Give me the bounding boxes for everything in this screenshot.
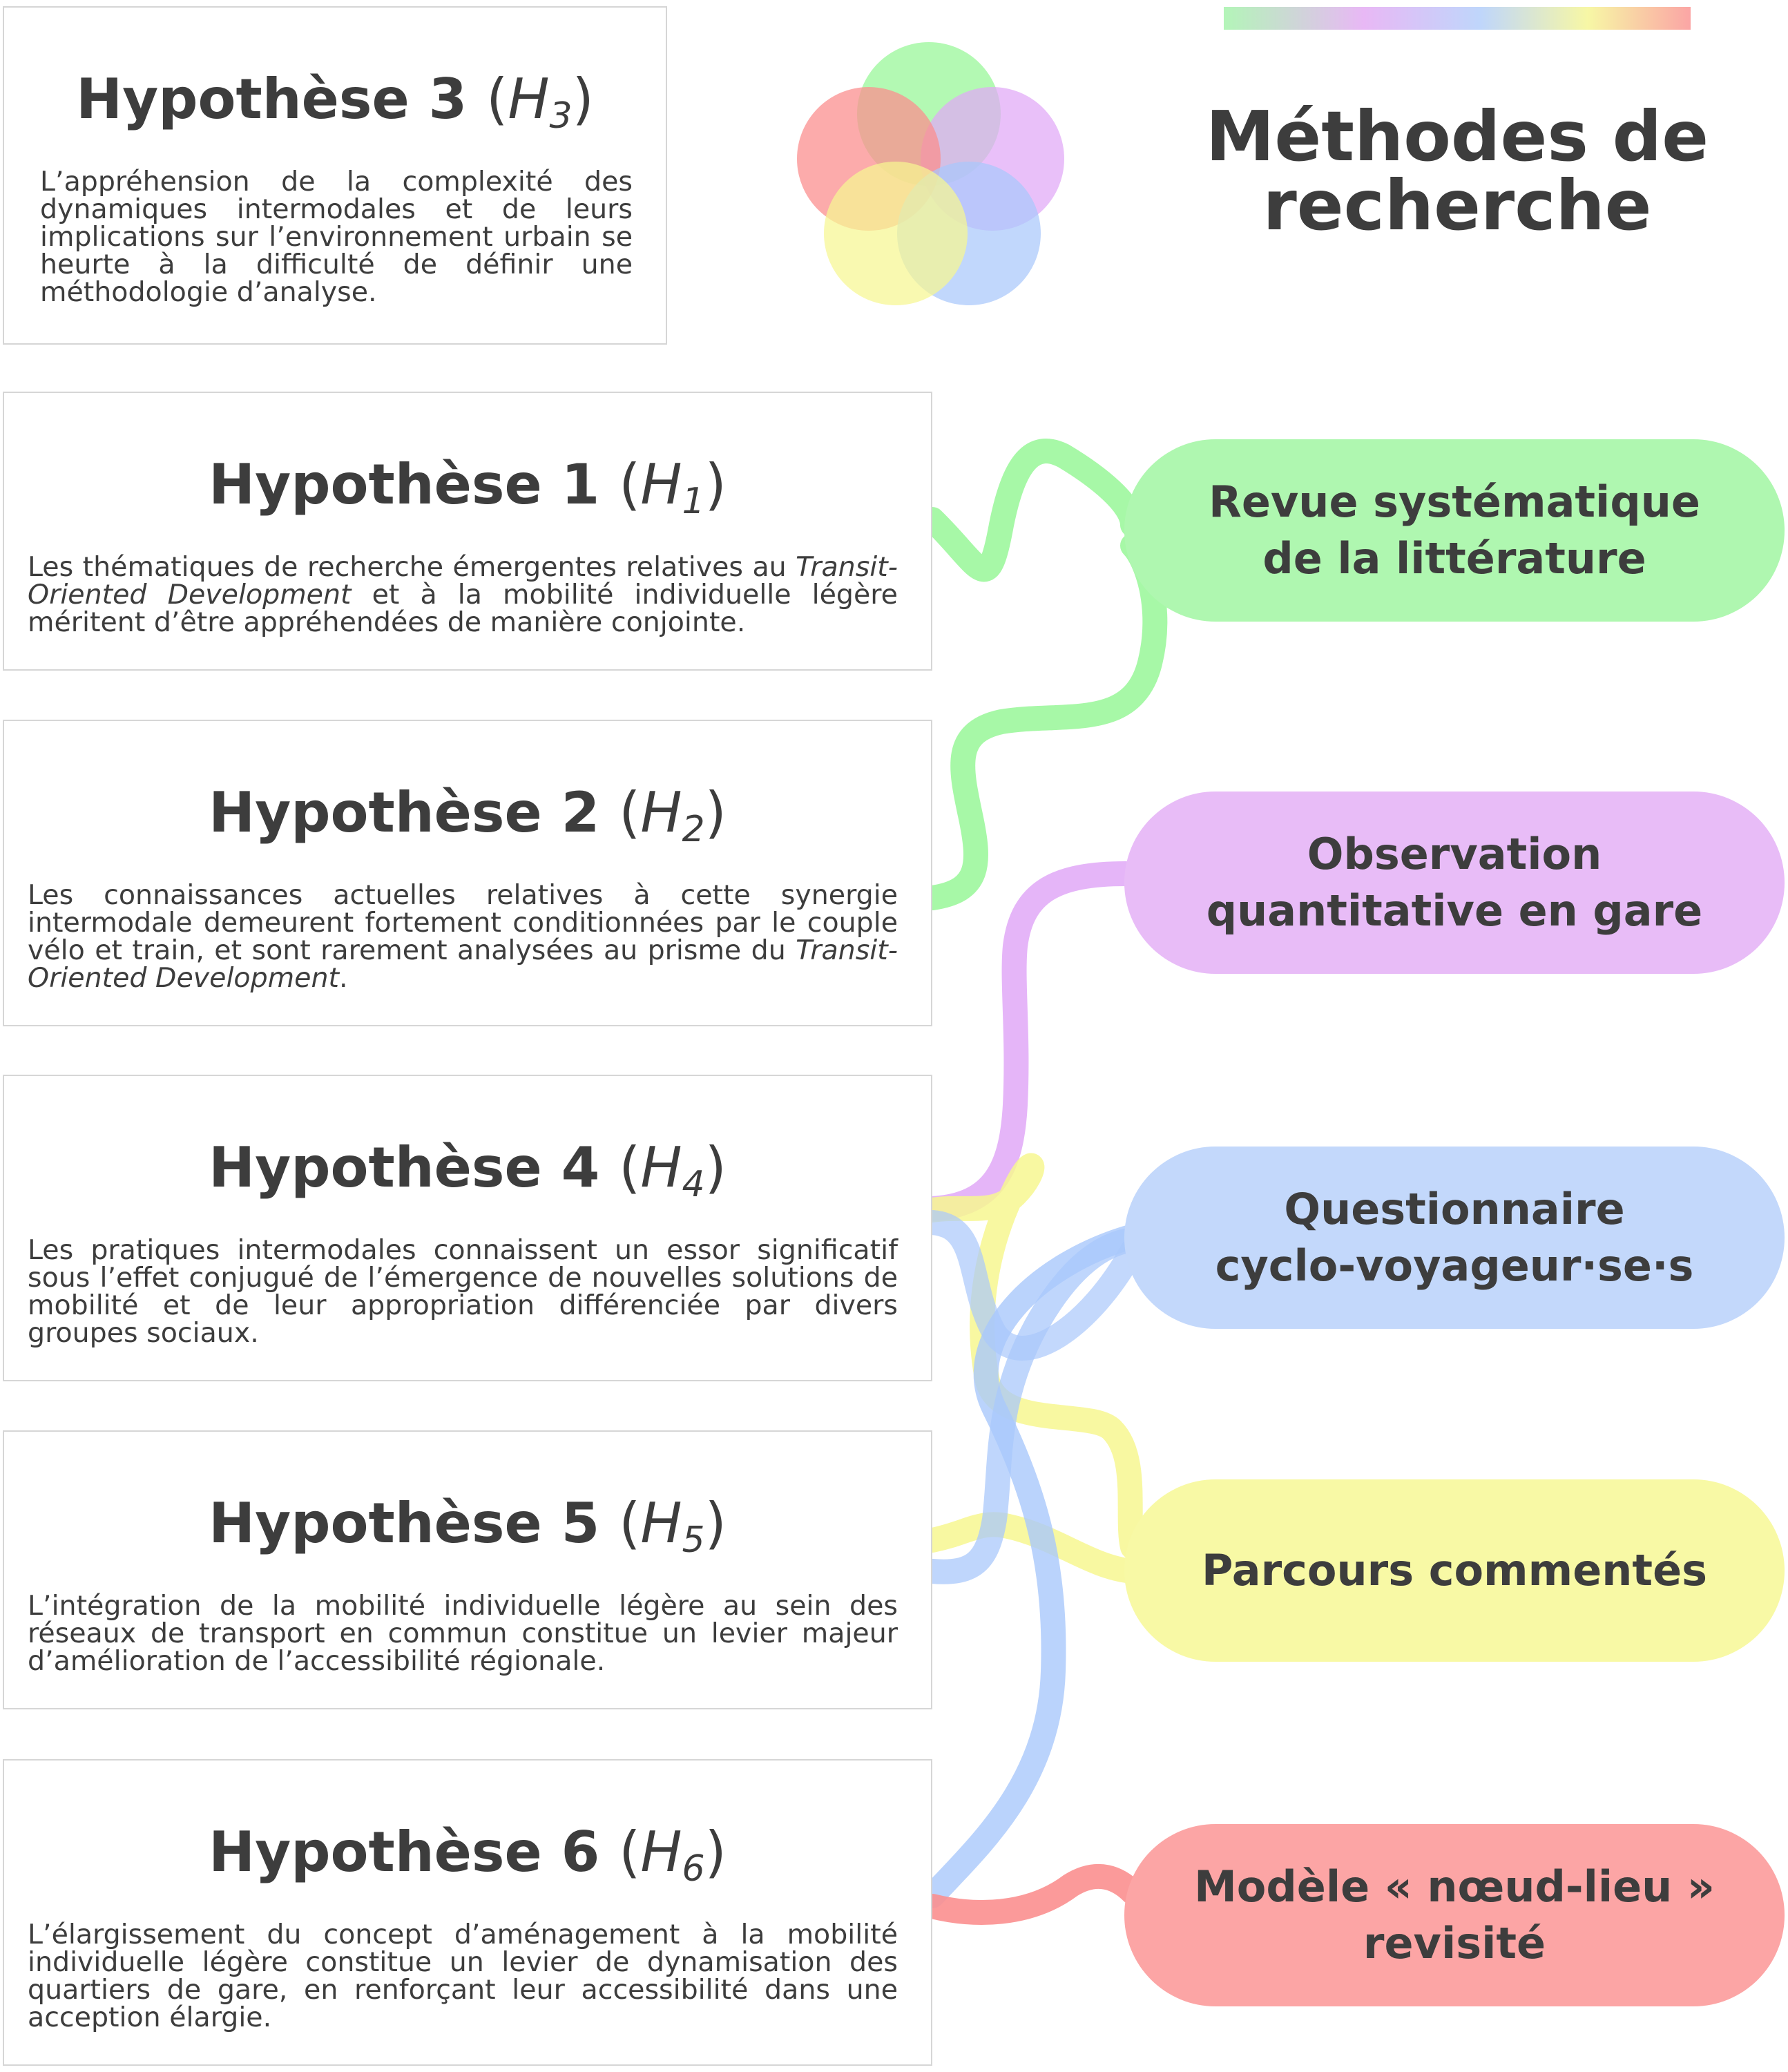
- hypothesis-text: Les connaissances actuelles relatives à …: [28, 881, 898, 992]
- page-title-line2: recherche: [1262, 165, 1652, 246]
- text-run: L’appréhension de la complexité des dyna…: [40, 166, 633, 308]
- text-run: Les pratiques intermodales connaissent u…: [28, 1234, 898, 1349]
- hypothesis-card-h3: Hypothèse 3 (H3) L’appréhension de la co…: [3, 6, 667, 345]
- hypothesis-text: Les pratiques intermodales connaissent u…: [28, 1236, 898, 1347]
- text-run: et à la mobilité individuelle légère mér…: [28, 579, 898, 638]
- hypothesis-text: Les thématiques de recherche émergentes …: [28, 553, 898, 636]
- hypothesis-text: L’appréhension de la complexité des dyna…: [40, 168, 633, 306]
- text-run: .: [338, 962, 348, 994]
- method-revue-systematique: Revue systématique de la littérature: [1124, 439, 1785, 622]
- hypothesis-title: Hypothèse 3 (H3): [76, 67, 594, 137]
- connector-purple-h4: [920, 861, 1138, 1221]
- hypothesis-text: L’élargissement du concept d’aménagement…: [28, 1921, 898, 2031]
- method-questionnaire: Questionnaire cyclo-voyageur·se·s: [1124, 1147, 1785, 1329]
- color-gradient-bar: [1224, 7, 1691, 30]
- hypothesis-card-h5: Hypothèse 5 (H5) L’intégration de la mob…: [3, 1430, 932, 1709]
- connector-curves: [920, 439, 1168, 1925]
- connector-green-h2: [920, 533, 1168, 910]
- hypothesis-title: Hypothèse 4 (H4): [209, 1135, 727, 1205]
- hypothesis-card-h6: Hypothèse 6 (H6) L’élargissement du conc…: [3, 1759, 932, 2066]
- method-observation-quantitative: Observation quantitative en gare: [1124, 792, 1785, 974]
- hypothesis-title: Hypothèse 1 (H1): [209, 452, 727, 522]
- hypothesis-card-h4: Hypothèse 4 (H4) Les pratiques intermoda…: [3, 1075, 932, 1381]
- connector-red-h6: [920, 1863, 1145, 1925]
- method-modele-noeud-lieu: Modèle « nœud-lieu » revisité: [1124, 1824, 1785, 2006]
- connector-yellow-h5: [920, 1512, 1145, 1584]
- text-run: Les thématiques de recherche émergentes …: [28, 551, 796, 583]
- page-title-line1: Méthodes de: [1205, 96, 1709, 177]
- italic-term: Transit-Oriented Development: [28, 934, 898, 994]
- text-run: L’intégration de la mobilité individuell…: [28, 1590, 898, 1677]
- connector-green-h1: [920, 439, 1145, 582]
- hypothesis-title: Hypothèse 6 (H6): [209, 1820, 727, 1890]
- venn-logo: [797, 42, 1064, 305]
- hypothesis-card-h2: Hypothèse 2 (H2) Les connaissances actue…: [3, 720, 932, 1026]
- connector-blue-h6: [920, 1224, 1145, 1908]
- hypothesis-text: L’intégration de la mobilité individuell…: [28, 1592, 898, 1675]
- italic-term: Transit-Oriented Development: [28, 551, 898, 611]
- hypothesis-title: Hypothèse 5 (H5): [209, 1491, 727, 1561]
- method-parcours-commentes: Parcours commentés: [1124, 1479, 1785, 1662]
- text-run: Les connaissances actuelles relatives à …: [28, 879, 898, 966]
- text-run: L’élargissement du concept d’aménagement…: [28, 1919, 898, 2033]
- hypothesis-title: Hypothèse 2 (H2): [209, 780, 727, 850]
- venn-circle-yellow: [824, 162, 968, 305]
- page-title: Méthodes de recherche: [1174, 102, 1740, 240]
- hypothesis-card-h1: Hypothèse 1 (H1) Les thématiques de rech…: [3, 392, 932, 671]
